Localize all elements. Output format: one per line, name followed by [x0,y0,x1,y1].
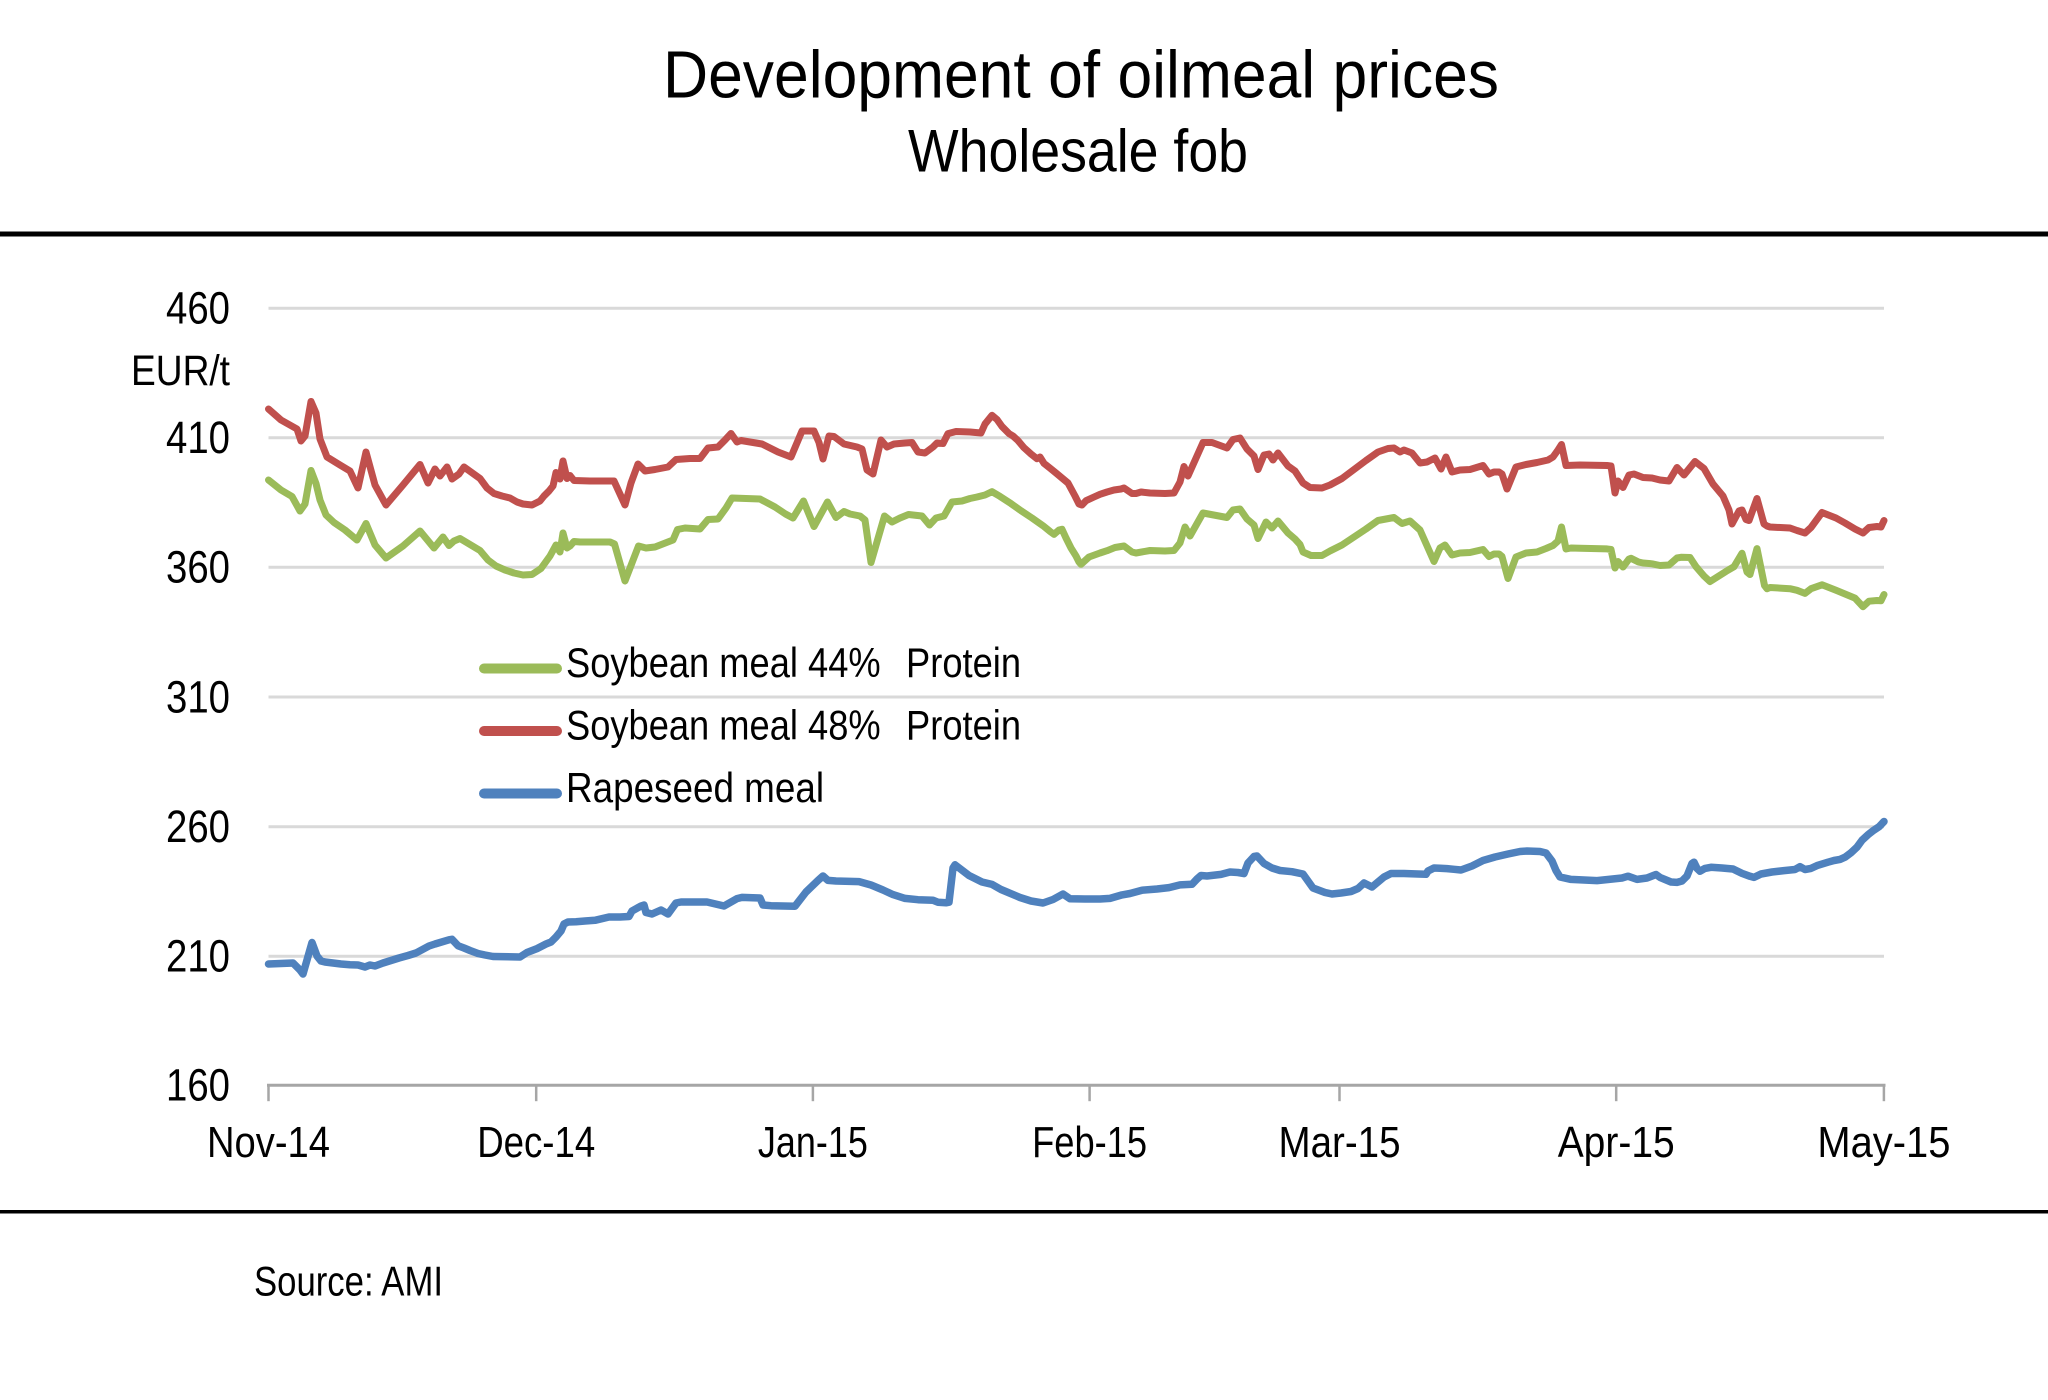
svg-text:310: 310 [166,671,230,722]
svg-text:Rapeseed meal: Rapeseed meal [566,764,824,811]
svg-text:Dec-14: Dec-14 [477,1118,595,1167]
svg-text:260: 260 [166,801,230,852]
svg-text:210: 210 [166,931,230,982]
svg-text:Source: AMI: Source: AMI [254,1258,443,1305]
svg-text:360: 360 [166,542,230,593]
svg-text:Soybean meal 44% Protein: Soybean meal 44% Protein [566,639,1021,686]
svg-text:Apr-15: Apr-15 [1558,1118,1675,1167]
svg-text:160: 160 [166,1060,230,1111]
svg-text:Development of oilmeal prices: Development of oilmeal prices [663,38,1499,113]
svg-text:460: 460 [166,283,230,334]
svg-text:Jan-15: Jan-15 [758,1118,868,1167]
svg-text:EUR/t: EUR/t [131,347,230,395]
svg-text:410: 410 [166,412,230,463]
svg-text:Wholesale fob: Wholesale fob [908,118,1248,185]
svg-text:Feb-15: Feb-15 [1032,1118,1147,1167]
svg-text:Soybean meal 48% Protein: Soybean meal 48% Protein [566,702,1021,749]
svg-text:May-15: May-15 [1817,1118,1950,1167]
svg-text:Mar-15: Mar-15 [1279,1118,1401,1167]
svg-text:Nov-14: Nov-14 [207,1118,330,1167]
